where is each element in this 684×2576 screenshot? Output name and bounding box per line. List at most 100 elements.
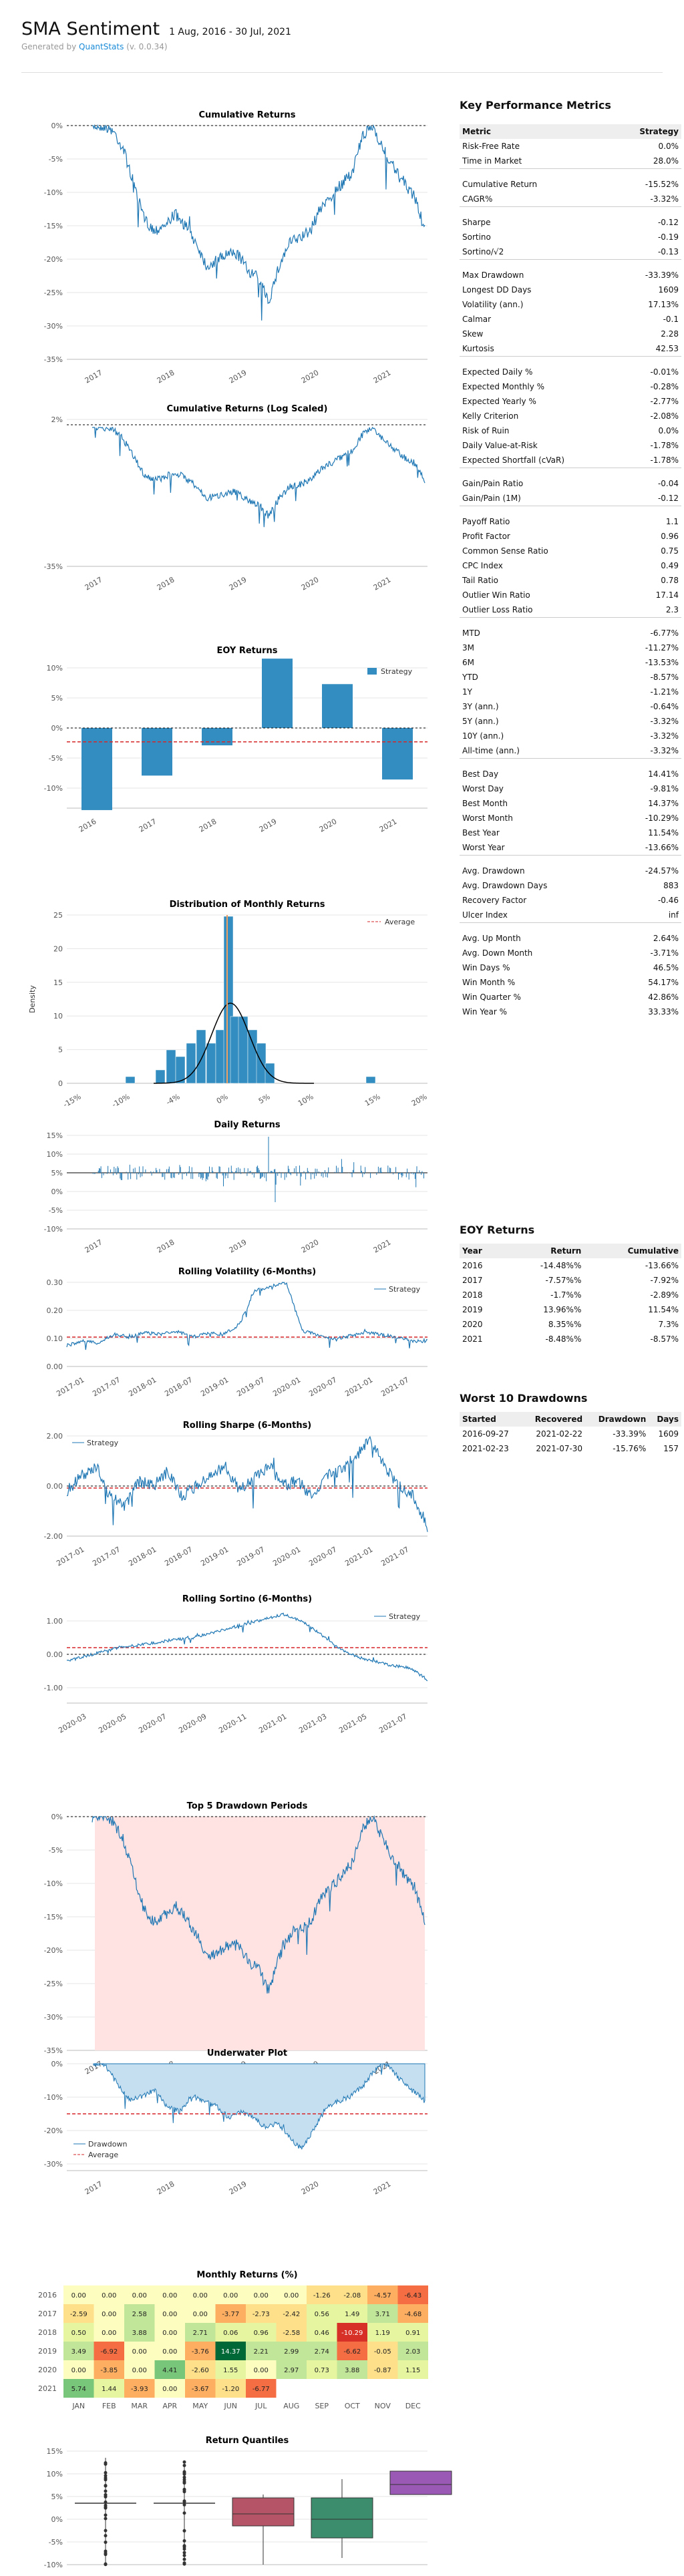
metric-row: Risk of Ruin 0.0% xyxy=(460,423,681,438)
table-cell: Gain/Pain (1M) xyxy=(462,494,521,503)
metric-row: Kurtosis 42.53 xyxy=(460,341,681,357)
table-cell: Gain/Pain Ratio xyxy=(462,479,524,488)
rsortino-title: Rolling Sortino (6-Months) xyxy=(182,1594,312,1604)
table-cell: Avg. Down Month xyxy=(462,948,533,958)
y-tick-label: 0.30 xyxy=(47,1278,63,1287)
y-tick-label: -10% xyxy=(44,1225,63,1234)
table-cell: 0.0% xyxy=(658,426,679,435)
y-tick-label: -10% xyxy=(44,188,63,197)
table-cell: -3.32% xyxy=(650,194,679,204)
x-tick-label: 2021-01 xyxy=(343,1375,374,1398)
legend-label: Strategy xyxy=(389,1612,421,1621)
heatmap-value: 2.21 xyxy=(254,2348,269,2356)
eoy-row: 2021 -8.48%% -8.57% xyxy=(460,1332,681,1346)
y-tick-label: 0% xyxy=(51,122,63,130)
x-tick-label: 2016 xyxy=(77,817,98,834)
table-cell: -13.53% xyxy=(645,658,679,667)
table-cell: Win Year % xyxy=(462,1007,507,1017)
table-cell: Volatility (ann.) xyxy=(462,300,524,309)
outlier-point xyxy=(182,2503,186,2507)
heatmap-cell xyxy=(154,2323,185,2342)
table-cell: 14.41% xyxy=(648,769,679,779)
outlier-point xyxy=(104,2549,108,2553)
metric-row: Volatility (ann.) 17.13% xyxy=(460,297,681,312)
table-cell: -3.32% xyxy=(650,746,679,755)
table-cell: 0.49 xyxy=(661,561,679,570)
table-cell: -1.78% xyxy=(650,441,679,450)
heatmap-cell xyxy=(154,2304,185,2323)
table-cell: Time in Market xyxy=(462,156,522,166)
y-tick-label: 10% xyxy=(47,1150,63,1159)
heatmap-cell xyxy=(154,2360,185,2379)
heatmap-value: 0.00 xyxy=(71,2292,86,2299)
table-cell: -24.57% xyxy=(645,866,679,876)
x-tick-label: 2021-07 xyxy=(379,1545,410,1568)
table-cell: Risk-Free Rate xyxy=(462,142,520,151)
quantstats-link[interactable]: QuantStats xyxy=(79,42,124,51)
metric-row: Max Drawdown -33.39% xyxy=(460,268,681,283)
y-tick-label: -20% xyxy=(44,1946,63,1955)
metric-row: Best Year 11.54% xyxy=(460,825,681,840)
heatmap-col-label: JAN xyxy=(71,2402,85,2410)
x-tick-label: 2017 xyxy=(83,1238,104,1254)
metrics-table: Metric Strategy Risk-Free Rate 0.0% Time in … xyxy=(460,124,681,1019)
daily-title: Daily Returns xyxy=(214,1120,280,1130)
histogram-bar xyxy=(256,1043,267,1084)
table-cell: 33.33% xyxy=(648,1007,679,1017)
metrics-title: Key Performance Metrics xyxy=(460,99,611,112)
table-header-cell: Drawdown xyxy=(585,1412,649,1427)
x-tick-label: 2019 xyxy=(228,368,248,385)
table-cell: Outlier Loss Ratio xyxy=(462,605,533,614)
table-cell: -7.92% xyxy=(650,1276,679,1285)
heatmap-value: 0.00 xyxy=(102,2311,116,2318)
x-tick-label: 2021-01 xyxy=(257,1712,288,1734)
table-cell: 42.86% xyxy=(648,992,679,1002)
table-header-cell: Return xyxy=(504,1244,584,1258)
table-cell: 2018 xyxy=(462,1290,483,1300)
eoy-bar xyxy=(81,728,112,810)
heatmap-cell xyxy=(215,2304,246,2323)
x-tick-label: 2017 xyxy=(83,2059,104,2076)
heatmap-value: 1.15 xyxy=(405,2367,420,2374)
table-cell: CAGR% xyxy=(462,194,493,204)
metric-row: Avg. Drawdown Days 883 xyxy=(460,878,681,893)
heatmap-cell xyxy=(307,2304,337,2323)
heatmap-cell xyxy=(215,2342,246,2360)
metric-row: MTD -6.77% xyxy=(460,626,681,640)
table-cell: 1Y xyxy=(462,687,472,697)
histogram-bar xyxy=(166,1049,176,1084)
heatmap-value: -2.08 xyxy=(343,2292,361,2299)
y-tick-label: 10 xyxy=(53,1012,63,1021)
heatmap-cell xyxy=(185,2379,216,2398)
table-header-cell: Days xyxy=(649,1412,681,1427)
table-cell: 54.17% xyxy=(648,978,679,987)
heatmap-value: 2.97 xyxy=(284,2367,299,2374)
heatmap-value: 0.50 xyxy=(71,2330,86,2337)
table-header-cell: Recovered xyxy=(522,1412,586,1427)
y-tick-label: -15% xyxy=(44,222,63,230)
outlier-point xyxy=(104,2484,108,2488)
heatmap-cell xyxy=(94,2360,124,2379)
table-cell: Worst Day xyxy=(462,784,504,793)
heatmap-value: 0.00 xyxy=(132,2367,147,2374)
table-cell: 2016-09-27 xyxy=(462,1429,509,1439)
heatmap-cell xyxy=(246,2342,277,2360)
x-tick-label: 2020 xyxy=(300,368,321,385)
table-cell: 2.3 xyxy=(665,605,679,614)
outlier-point xyxy=(104,2506,108,2510)
metrics-divider xyxy=(460,356,681,365)
y-tick-label: 15% xyxy=(47,2447,63,2456)
table-cell: -2.89% xyxy=(650,1290,679,1300)
heatmap-value: 1.55 xyxy=(223,2367,238,2374)
histogram-bar xyxy=(186,1043,196,1084)
x-tick-label: 2021 xyxy=(372,368,393,385)
x-tick-label: 10% xyxy=(297,1092,315,1107)
x-tick-label: 2018-07 xyxy=(163,1375,194,1398)
metric-row: Cumulative Return -15.52% xyxy=(460,177,681,192)
heatmap-value: -0.87 xyxy=(374,2367,391,2374)
table-cell: -0.46 xyxy=(657,896,679,905)
outlier-point xyxy=(182,2463,186,2467)
heatmap-value: -6.43 xyxy=(404,2292,421,2299)
x-tick-label: Monthly xyxy=(218,2573,248,2576)
table-cell: -7.57%% xyxy=(545,1276,582,1285)
